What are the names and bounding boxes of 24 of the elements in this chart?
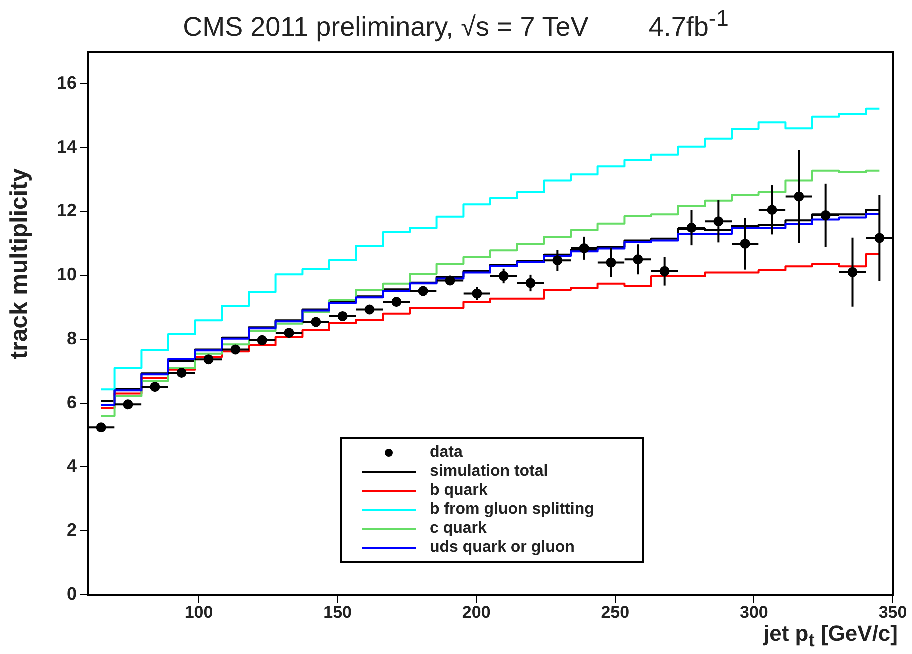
- y-axis-title: track multiplicity: [6, 168, 34, 362]
- legend-label: b quark: [430, 482, 488, 500]
- y-tick-label: 6: [66, 392, 77, 412]
- legend-label: uds quark or gluon: [430, 538, 575, 556]
- x-tick-label: 250: [601, 602, 630, 622]
- x-tick-label: 100: [184, 602, 214, 622]
- y-tick-label: 2: [66, 520, 77, 540]
- legend-label: simulation total: [430, 462, 548, 480]
- y-tick-label: 8: [66, 328, 77, 348]
- x-tick-label: 300: [740, 602, 768, 622]
- legend-label: b from gluon splitting: [430, 500, 594, 518]
- x-tick-label: 200: [462, 602, 491, 622]
- legend-label: data: [430, 444, 463, 462]
- y-tick-label: 12: [56, 200, 77, 221]
- chart-title: CMS 2011 preliminary, √s = 7 TeV 4.7fb$^{-1}$: [182, 6, 730, 43]
- x-tick-label: 150: [324, 602, 352, 622]
- y-tick-label: 4: [66, 456, 77, 476]
- y-tick-label: 10: [56, 264, 77, 285]
- y-tick-label: 0: [66, 584, 77, 604]
- y-tick-label: 16: [56, 72, 77, 93]
- x-axis-title: jet p$_{t}$ [GeV/c]: [764, 621, 898, 652]
- y-tick-label: 14: [56, 136, 77, 157]
- x-tick-label: 350: [878, 602, 908, 622]
- legend-label: c quark: [430, 520, 487, 538]
